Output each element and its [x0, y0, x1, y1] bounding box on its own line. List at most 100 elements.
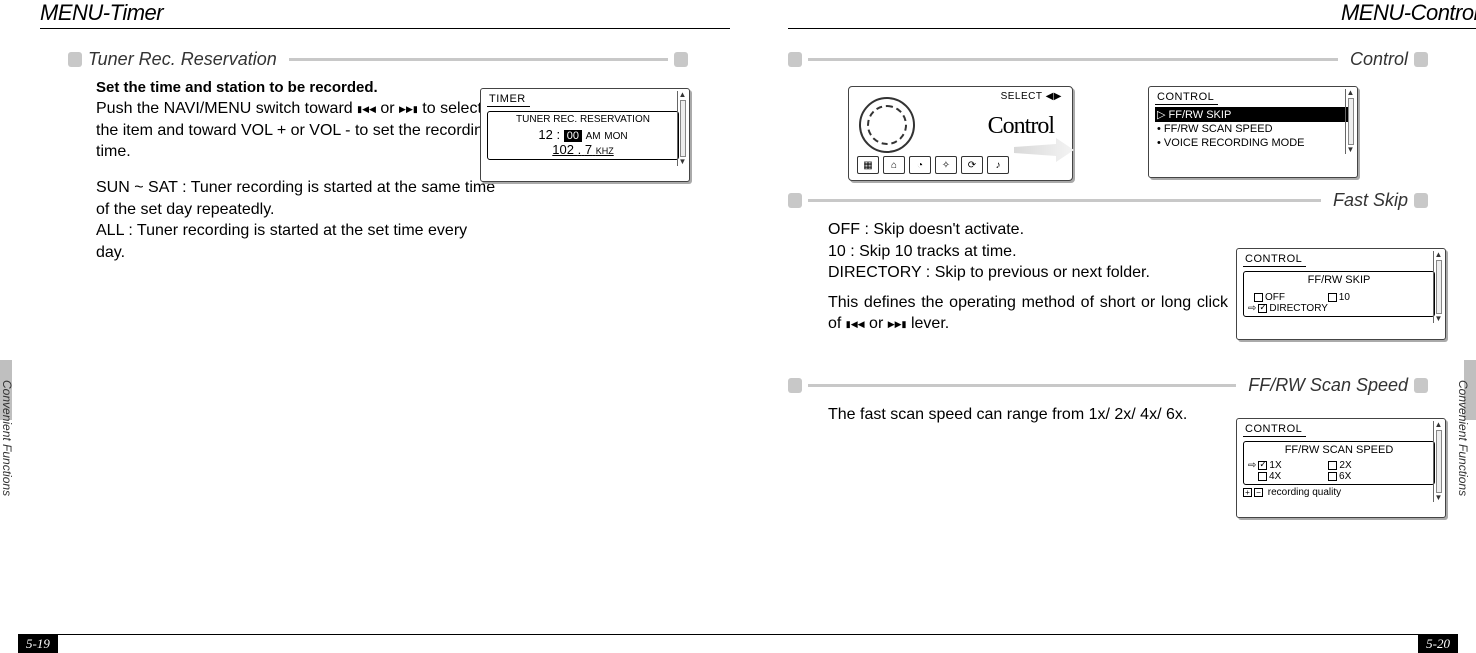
- sel-icon-4: ✧: [935, 156, 957, 174]
- section-bar-control: Control: [788, 49, 1428, 70]
- minus-icon: −: [1254, 488, 1263, 497]
- section-label-tuner: Tuner Rec. Reservation: [82, 49, 283, 70]
- chk-4x: [1258, 472, 1267, 481]
- lcd-min: 00: [564, 130, 582, 142]
- pill-l2: [788, 193, 802, 208]
- tuner-p2: SUN ~ SAT : Tuner recording is started a…: [96, 177, 496, 220]
- sel-icon-2: ⌂: [883, 156, 905, 174]
- lr-icon: ◀▶: [1046, 91, 1062, 102]
- scroll-track: [680, 100, 686, 157]
- lcd-scan-scroll: ▲ ▼: [1433, 421, 1443, 502]
- bullet-icon-2: •: [1157, 137, 1161, 149]
- scroll-up-icon: ▲: [678, 91, 687, 99]
- plus-icon: +: [1243, 488, 1252, 497]
- control-row1-text: FF/RW SKIP: [1169, 109, 1232, 121]
- section-pill-left: [68, 52, 82, 67]
- lcd-colon: :: [557, 127, 561, 142]
- fs-l3: DIRECTORY : Skip to previous or next fol…: [828, 262, 1228, 284]
- section-bar-fastskip: Fast Skip: [788, 190, 1428, 211]
- fastskip-boxtitle: FF/RW SKIP: [1248, 274, 1430, 286]
- section-label-fastskip: Fast Skip: [1327, 190, 1414, 211]
- fs-l4b: or: [869, 315, 888, 332]
- lcd-day: MON: [604, 131, 627, 142]
- tuner-p1b: or: [380, 100, 399, 117]
- gear-icon: [859, 97, 915, 153]
- control-row-1: ▷ FF/RW SKIP: [1155, 107, 1351, 122]
- scroll-track: [1436, 430, 1442, 493]
- page-left: MENU-Timer Tuner Rec. Reservation Set th…: [40, 0, 730, 610]
- lcd-fastskip-inner: CONTROL FF/RW SKIP OFF 10 ⇨DIRECTORY ▲ ▼: [1237, 249, 1445, 325]
- lcd-scan: CONTROL FF/RW SCAN SPEED ⇨1X 2X 4X 6X +−…: [1236, 418, 1446, 518]
- chk-dir: [1258, 304, 1267, 313]
- scroll-up-icon: ▲: [1434, 251, 1443, 259]
- lcd-scan-tab: CONTROL: [1243, 423, 1306, 437]
- lcd-timer-tab: TIMER: [487, 93, 530, 107]
- scroll-track: [1348, 98, 1354, 145]
- tuner-p1a: Push the NAVI/MENU switch toward: [96, 100, 357, 117]
- line3: [808, 384, 1236, 387]
- select-big: Control: [988, 113, 1054, 140]
- prev-icon: ▮◀◀: [357, 103, 376, 115]
- scan-body: The fast scan speed can range from 1x/ 2…: [828, 404, 1228, 426]
- pill-r: [1414, 52, 1428, 67]
- fs-l2: 10 : Skip 10 tracks at time.: [828, 241, 1228, 263]
- sel-icon-3: ◔: [909, 156, 931, 174]
- chk-off: [1254, 293, 1263, 302]
- lcd-timer-box: TUNER REC. RESERVATION 12 : 00 AM MON 10…: [487, 111, 679, 160]
- pill-r3: [1414, 378, 1428, 393]
- section-line: [289, 58, 668, 61]
- lcd-fastskip: CONTROL FF/RW SKIP OFF 10 ⇨DIRECTORY ▲ ▼: [1236, 248, 1446, 340]
- side-tab-right: Convenient Functions: [1456, 380, 1470, 496]
- section-bar-tuner: Tuner Rec. Reservation: [68, 49, 688, 70]
- next-icon: ▶▶▮: [399, 103, 418, 115]
- lcd-time-row: 12 : 00 AM MON: [492, 127, 674, 142]
- opt-6x: 6X: [1339, 471, 1351, 482]
- footer-left: 5-19: [18, 634, 738, 652]
- fs-l1: OFF : Skip doesn't activate.: [828, 219, 1228, 241]
- bullet-icon: •: [1157, 123, 1161, 135]
- page-title-left: MENU-Timer: [40, 0, 730, 29]
- scan-text: The fast scan speed can range from 1x/ 2…: [828, 404, 1228, 426]
- opt-2x: 2X: [1339, 460, 1351, 471]
- tuner-lead: Set the time and station to be recorded.: [96, 78, 496, 98]
- lcd-unit: KHZ: [596, 146, 614, 156]
- control-row3-text: VOICE RECORDING MODE: [1164, 137, 1305, 149]
- pill-r2: [1414, 193, 1428, 208]
- lcd-control-inner: CONTROL ▷ FF/RW SKIP • FF/RW SCAN SPEED …: [1149, 87, 1357, 156]
- lcd-timer: TIMER TUNER REC. RESERVATION 12 : 00 AM …: [480, 88, 690, 182]
- ptr-icon-2: ⇨: [1248, 460, 1256, 471]
- pill-l: [788, 52, 802, 67]
- lcd-fastskip-scroll: ▲ ▼: [1433, 251, 1443, 323]
- chk-1x: [1258, 461, 1267, 470]
- scroll-down-icon: ▼: [1434, 315, 1443, 323]
- scroll-down-icon: ▼: [678, 158, 687, 166]
- scroll-down-icon: ▼: [1346, 146, 1355, 154]
- tuner-p3: ALL : Tuner recording is started at the …: [96, 220, 496, 263]
- lcd-fastskip-tab: CONTROL: [1243, 253, 1306, 267]
- chk-2x: [1328, 461, 1337, 470]
- lcd-fastskip-box: FF/RW SKIP OFF 10 ⇨DIRECTORY: [1243, 271, 1435, 317]
- sel-icon-1: ▦: [857, 156, 879, 174]
- section-pill-right: [674, 52, 688, 67]
- scan-boxtitle: FF/RW SCAN SPEED: [1248, 444, 1430, 456]
- tuner-p1: Push the NAVI/MENU switch toward ▮◀◀ or …: [96, 98, 496, 163]
- line2: [808, 199, 1321, 202]
- lcd-timer-inner: TIMER TUNER REC. RESERVATION 12 : 00 AM …: [481, 89, 689, 168]
- lcd-timer-boxtitle: TUNER REC. RESERVATION: [492, 114, 674, 125]
- lcd-control-list: CONTROL ▷ FF/RW SKIP • FF/RW SCAN SPEED …: [1148, 86, 1358, 178]
- fs-l4: This defines the operating method of sho…: [828, 292, 1228, 335]
- scroll-track: [1436, 260, 1442, 314]
- tuner-body: Set the time and station to be recorded.…: [96, 78, 496, 263]
- fastskip-body: OFF : Skip doesn't activate. 10 : Skip 1…: [828, 219, 1228, 335]
- select-icon-row: ▦ ⌂ ◔ ✧ ⟳ ♪: [857, 156, 1009, 174]
- opt-1x: 1X: [1269, 460, 1281, 471]
- section-label-control: Control: [1344, 49, 1414, 70]
- lcd-hour: 12: [538, 127, 552, 142]
- lcd-freq-dot: .: [578, 142, 582, 157]
- scan-footer-row: +− recording quality: [1243, 487, 1439, 498]
- chk-10: [1328, 293, 1337, 302]
- select-text: SELECT: [1001, 91, 1043, 102]
- lcd-freq-frac: 7: [585, 142, 592, 157]
- pagenum-left: 5-19: [18, 635, 58, 653]
- scan-opts: ⇨1X 2X 4X 6X: [1248, 460, 1430, 482]
